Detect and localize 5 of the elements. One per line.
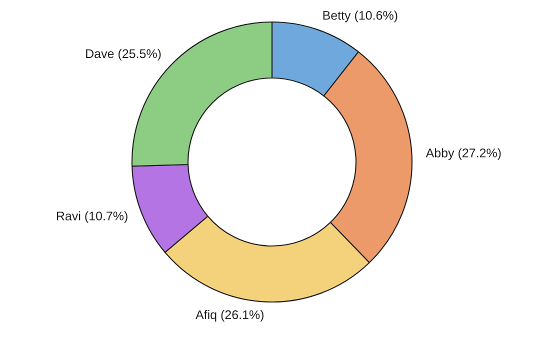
slice-label: Afiq (26.1%) — [196, 310, 264, 322]
slice-label: Betty (10.6%) — [323, 10, 398, 22]
slice-label: Ravi (10.7%) — [56, 211, 128, 223]
slice-label: Dave (25.5%) — [86, 48, 161, 61]
slice-label: Abby (27.2%) — [426, 148, 501, 160]
